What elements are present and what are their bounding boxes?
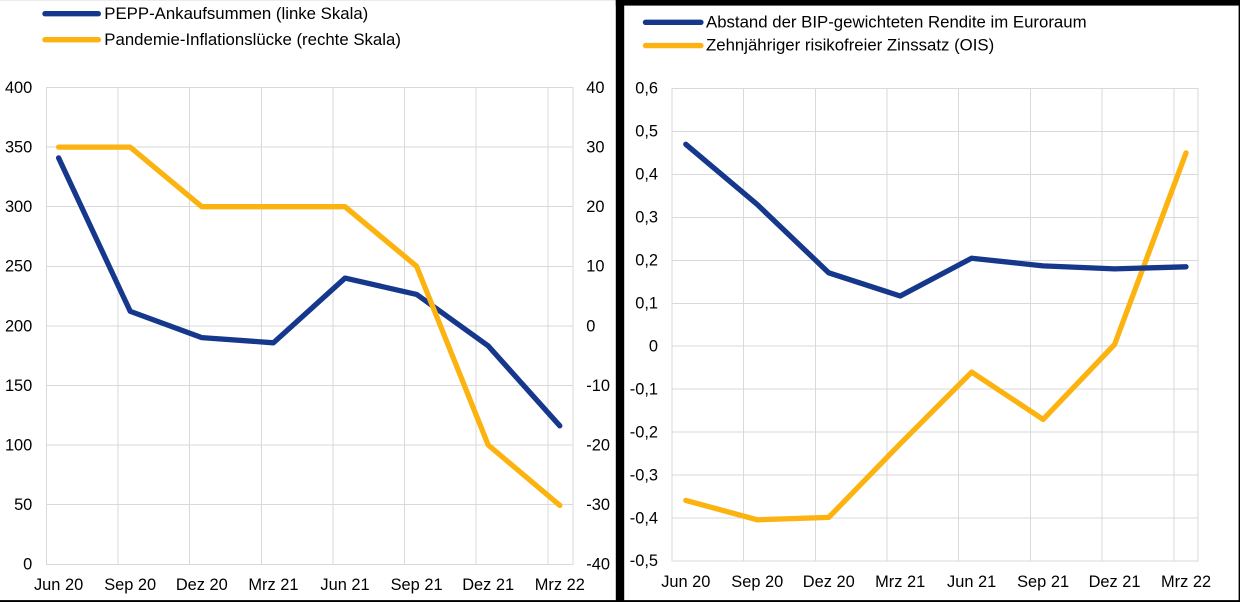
svg-text:Dez 20: Dez 20 [803,573,855,591]
svg-text:-30: -30 [586,496,610,514]
svg-text:Abstand der BIP-gewichteten Re: Abstand der BIP-gewichteten Rendite im E… [706,12,1087,31]
svg-text:Jun 20: Jun 20 [661,573,710,591]
svg-text:0,3: 0,3 [635,209,658,227]
svg-text:Mrz 22: Mrz 22 [1161,573,1211,591]
svg-text:Sep 21: Sep 21 [391,576,443,594]
svg-text:0,1: 0,1 [635,294,658,312]
svg-text:0,4: 0,4 [635,166,658,184]
svg-text:10: 10 [586,258,604,276]
svg-text:0: 0 [649,337,658,355]
svg-text:0,2: 0,2 [635,252,658,270]
svg-text:Zehnjähriger risikofreier Zins: Zehnjähriger risikofreier Zinssatz (OIS) [706,36,994,55]
svg-text:Pandemie-Inflationslücke (rech: Pandemie-Inflationslücke (rechte Skala) [104,30,401,49]
svg-text:20: 20 [586,198,604,216]
svg-text:0: 0 [23,556,32,574]
svg-text:100: 100 [5,437,32,455]
svg-text:350: 350 [5,139,32,157]
svg-text:0: 0 [586,317,595,335]
svg-text:150: 150 [5,377,32,395]
svg-text:Mrz 21: Mrz 21 [248,576,298,594]
svg-text:Mrz 21: Mrz 21 [875,573,925,591]
svg-text:50: 50 [14,496,32,514]
svg-text:-20: -20 [586,437,610,455]
svg-text:-40: -40 [586,556,610,574]
svg-text:Sep 21: Sep 21 [1017,573,1069,591]
svg-text:-10: -10 [586,377,610,395]
svg-text:200: 200 [5,317,32,335]
svg-text:30: 30 [586,139,604,157]
svg-text:-0,5: -0,5 [630,552,658,570]
svg-text:400: 400 [5,79,32,97]
svg-text:0,6: 0,6 [635,80,658,98]
svg-text:-0,1: -0,1 [630,380,658,398]
svg-text:Jun 21: Jun 21 [947,573,996,591]
svg-text:Mrz 22: Mrz 22 [535,576,585,594]
svg-text:300: 300 [5,198,32,216]
svg-text:-0,4: -0,4 [630,509,658,527]
svg-text:PEPP-Ankaufsummen (linke Skala: PEPP-Ankaufsummen (linke Skala) [104,4,368,23]
svg-text:Sep 20: Sep 20 [104,576,156,594]
svg-text:0,5: 0,5 [635,123,658,141]
svg-text:Dez 21: Dez 21 [1089,573,1141,591]
svg-text:Sep 20: Sep 20 [731,573,783,591]
svg-text:-0,2: -0,2 [630,423,658,441]
svg-text:Jun 20: Jun 20 [34,576,83,594]
svg-text:Dez 21: Dez 21 [462,576,514,594]
svg-text:40: 40 [586,79,604,97]
svg-text:Dez 20: Dez 20 [176,576,228,594]
svg-text:250: 250 [5,258,32,276]
svg-text:Jun 21: Jun 21 [320,576,369,594]
svg-text:-0,3: -0,3 [630,466,658,484]
